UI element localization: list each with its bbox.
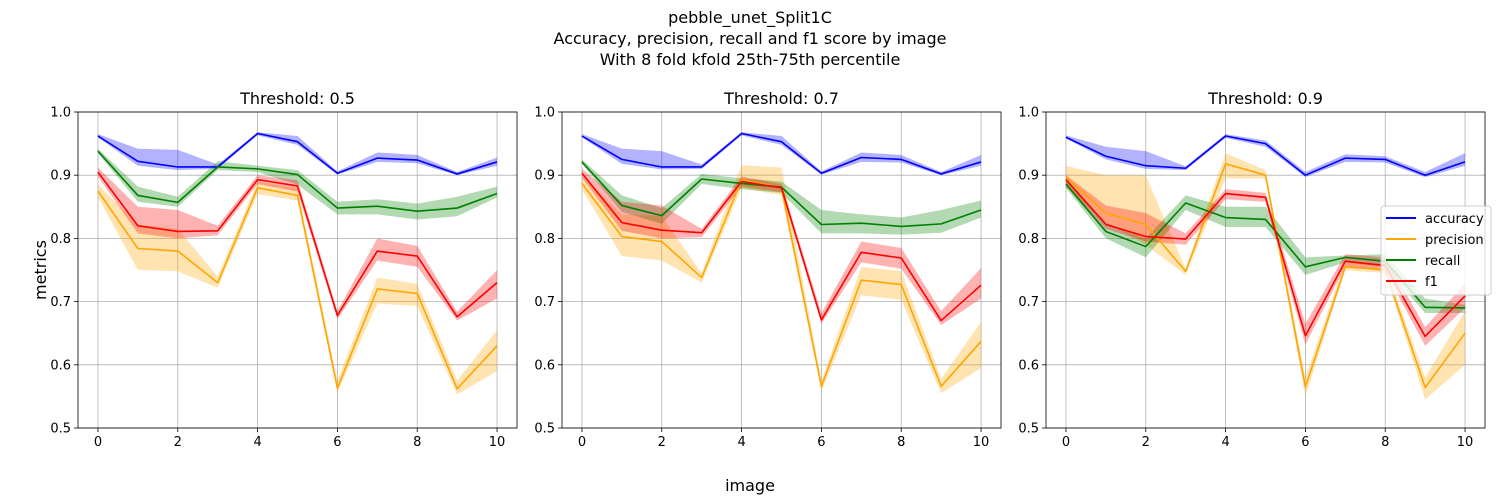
panel-1-recall-line (97, 150, 498, 213)
panel-1-x-tick-label: 8 (413, 435, 421, 450)
panel-2-y-tick-label: 1.0 (534, 106, 555, 121)
panel-3-x-tick-label: 0 (1062, 435, 1070, 450)
panel-1-y-tick-label: 0.8 (50, 232, 71, 247)
panel-2-y-tick-label: 0.7 (534, 295, 555, 310)
panel-3-y-tick-label: 0.5 (1018, 422, 1039, 437)
panel-2-x-tick-label: 8 (897, 435, 905, 450)
panel-2-recall-band (581, 159, 982, 235)
x-axis-label: image (725, 476, 775, 495)
panel-2-precision-band (581, 165, 982, 394)
panel-1-accuracy-band (97, 132, 498, 176)
panel-3-title: Threshold: 0.9 (1207, 89, 1323, 108)
legend-f1-label: f1 (1425, 275, 1438, 290)
subplot-threshold-0-5: 0 2 4 6 8 10 0.5 0.6 0.7 0.8 0.9 1.0 Threshold: 0.5 (50, 89, 518, 450)
legend-recall-label: recall (1425, 254, 1460, 269)
legend-frame (1380, 205, 1492, 296)
panel-3-x-tick-label: 8 (1381, 435, 1389, 450)
panel-2-f1-line (581, 172, 982, 322)
legend-accuracy-label: accuracy (1425, 212, 1484, 227)
panel-3-x-tick-label: 6 (1301, 435, 1309, 450)
figure-title-line-2: Accuracy, precision, recall and f1 score… (554, 29, 947, 48)
panel-2-x-tick-label: 0 (578, 435, 586, 450)
panel-1-f1-line (97, 171, 498, 318)
panel-1-precision-line (97, 187, 498, 390)
panel-2-y-tick-label: 0.5 (534, 422, 555, 437)
panel-1-x-tick-label: 6 (333, 435, 341, 450)
panel-2-y-tick-label: 0.9 (534, 169, 555, 184)
panel-2-accuracy-line (581, 132, 982, 175)
panel-1-accuracy-line (97, 132, 498, 175)
panel-3-y-tick-label: 1.0 (1018, 106, 1039, 121)
panel-2-axes-frame (561, 111, 1002, 429)
legend: accuracy precision recall f1 (1380, 205, 1492, 296)
panel-1-x-tick-label: 10 (489, 435, 506, 450)
panel-1-title: Threshold: 0.5 (239, 89, 355, 108)
panel-3-x-tick-label: 4 (1221, 435, 1229, 450)
y-axis-label: metrics (31, 240, 50, 300)
panel-2-accuracy-band (581, 132, 982, 176)
panel-2-x-tick-label: 4 (737, 435, 745, 450)
panel-3-precision-line (1065, 163, 1466, 389)
panel-1-recall-band (97, 148, 498, 220)
panel-1-x-tick-label: 2 (174, 435, 182, 450)
panel-2-x-tick-label: 10 (973, 435, 990, 450)
panel-1-y-tick-label: 0.6 (50, 358, 71, 373)
panel-2-x-tick-label: 2 (658, 435, 666, 450)
figure-title-line-3: With 8 fold kfold 25th-75th percentile (600, 50, 901, 69)
panel-3-y-tick-label: 0.7 (1018, 295, 1039, 310)
panel-1-y-tick-label: 1.0 (50, 106, 71, 121)
panel-3-y-tick-label: 0.8 (1018, 232, 1039, 247)
panel-2-title: Threshold: 0.7 (723, 89, 839, 108)
panel-1-x-tick-label: 4 (253, 435, 261, 450)
panel-1-plot-area (78, 112, 517, 428)
panel-1-x-tick-label: 0 (94, 435, 102, 450)
panel-3-x-tick-label: 10 (1457, 435, 1474, 450)
panel-1-y-tick-label: 0.9 (50, 169, 71, 184)
legend-precision-label: precision (1425, 233, 1484, 248)
subplot-threshold-0-7: 0 2 4 6 8 10 0.5 0.6 0.7 0.8 0.9 1.0 Threshold: 0.7 (534, 89, 1002, 450)
panel-2-plot-area (562, 112, 1001, 428)
panel-3-accuracy-line (1065, 135, 1466, 176)
panel-3-x-tick-label: 2 (1142, 435, 1150, 450)
panel-2-y-tick-label: 0.8 (534, 232, 555, 247)
figure-title-line-1: pebble_unet_Split1C (668, 8, 832, 28)
panel-3-y-tick-label: 0.6 (1018, 358, 1039, 373)
panel-1-y-tick-label: 0.5 (50, 422, 71, 437)
panel-2-y-tick-label: 0.6 (534, 358, 555, 373)
panel-1-y-tick-label: 0.7 (50, 295, 71, 310)
panel-2-x-tick-label: 6 (817, 435, 825, 450)
panel-1-axes-frame (77, 111, 518, 429)
panel-3-precision-band (1065, 153, 1466, 400)
panel-1-precision-band (97, 181, 498, 395)
panel-3-y-tick-label: 0.9 (1018, 169, 1039, 184)
